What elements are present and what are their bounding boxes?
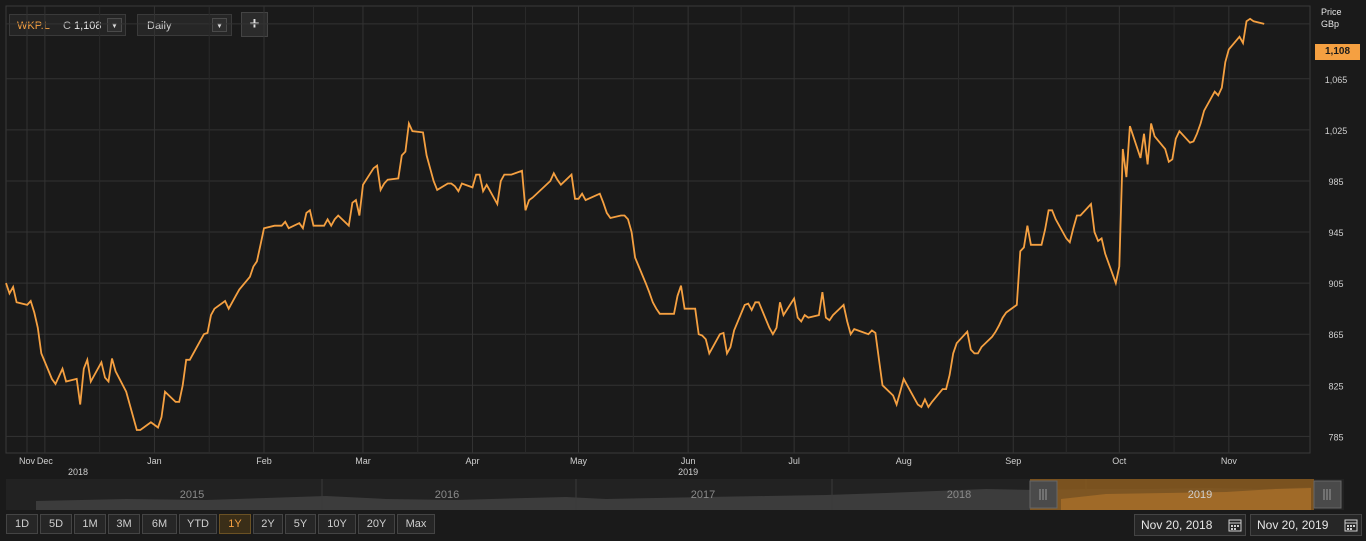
- close-prefix: C: [63, 20, 71, 32]
- y-axis: 785 825 865 905 945 985 1,025 1,065: [1325, 75, 1348, 443]
- close-value: 1,108: [74, 20, 102, 32]
- navigator-selection-area: [1061, 488, 1311, 510]
- x-tick-label: Aug: [896, 456, 912, 466]
- x-tick-label: Mar: [355, 456, 371, 466]
- plot-frame: [5, 5, 1311, 454]
- symbol-label: WKP.L: [17, 20, 50, 32]
- y-tick-label: 865: [1328, 330, 1343, 340]
- handle-grip-icon: [1039, 489, 1331, 500]
- range-selector: 1D 5D 1M 3M 6M YTD 1Y 2Y 5Y 10Y 20Y Max: [0, 514, 1366, 536]
- range-button-10y[interactable]: 10Y: [318, 514, 356, 534]
- range-button-ytd[interactable]: YTD: [179, 514, 217, 534]
- navigator-year-label: 2018: [947, 489, 971, 501]
- start-date-value: Nov 20, 2018: [1141, 518, 1213, 532]
- current-price-tag: 1,108: [1315, 44, 1360, 60]
- navigator-year-label: 2016: [435, 489, 459, 501]
- range-button-3m[interactable]: 3M: [108, 514, 140, 534]
- y-tick-label: 985: [1328, 177, 1343, 187]
- y-axis-title: Price: [1321, 7, 1342, 17]
- y-tick-label: 945: [1328, 228, 1343, 238]
- range-button-5d[interactable]: 5D: [40, 514, 72, 534]
- x-tick-label: Apr: [466, 456, 480, 466]
- start-date-field[interactable]: Nov 20, 2018: [1134, 514, 1246, 536]
- interval-select[interactable]: Daily ▼: [137, 14, 232, 36]
- range-button-6m[interactable]: 6M: [142, 514, 177, 534]
- price-series-line: [5, 17, 1265, 431]
- end-date-field[interactable]: Nov 20, 2019: [1250, 514, 1362, 536]
- navigator-year-label: 2017: [691, 489, 715, 501]
- y-tick-label: 905: [1328, 279, 1343, 289]
- x-tick-label: Feb: [256, 456, 272, 466]
- navigator-overview: 2015 2016 2017 2018 2019: [36, 479, 1342, 510]
- range-button-max[interactable]: Max: [397, 514, 435, 534]
- x-tick-label: Nov: [1221, 456, 1238, 466]
- x-tick-label: Jul: [788, 456, 800, 466]
- navigator-left-handle[interactable]: [1029, 480, 1058, 509]
- chevron-down-icon[interactable]: ▼: [107, 18, 122, 32]
- end-date-value: Nov 20, 2019: [1257, 518, 1329, 532]
- y-tick-label: 1,065: [1325, 75, 1348, 85]
- x-tick-label: Sep: [1005, 456, 1021, 466]
- y-tick-label: 825: [1328, 381, 1343, 391]
- chart-toolbar: WKP.L C 1,108 ▼ Daily ▼ +: [0, 0, 1366, 44]
- y-axis-unit: GBp: [1321, 19, 1340, 29]
- interval-label: Daily: [147, 20, 172, 32]
- navigator-year-label: 2019: [1188, 489, 1212, 501]
- range-button-1d[interactable]: 1D: [6, 514, 38, 534]
- x-tick-label: Jun: [681, 456, 696, 466]
- range-button-1m[interactable]: 1M: [74, 514, 106, 534]
- range-button-5y[interactable]: 5Y: [285, 514, 316, 534]
- x-tick-year-label: 2018: [68, 467, 88, 477]
- y-axis-header: Price GBp: [1321, 6, 1342, 30]
- calendar-icon[interactable]: [1228, 518, 1242, 532]
- x-tick-label: Dec: [37, 456, 54, 466]
- chart-grid: [5, 5, 1311, 454]
- calendar-icon[interactable]: [1344, 518, 1358, 532]
- x-tick-label: May: [570, 456, 588, 466]
- symbol-selector[interactable]: WKP.L C 1,108 ▼: [9, 14, 126, 36]
- range-button-2y[interactable]: 2Y: [253, 514, 283, 534]
- navigator-area: [36, 487, 1311, 510]
- y-tick-label: 785: [1328, 432, 1343, 442]
- x-tick-label: Nov: [19, 456, 36, 466]
- navigator-year-label: 2015: [180, 489, 204, 501]
- y-tick-label: 1,025: [1325, 126, 1348, 136]
- x-tick-year-label: 2019: [678, 467, 698, 477]
- range-button-20y[interactable]: 20Y: [358, 514, 395, 534]
- x-tick-label: Oct: [1112, 456, 1127, 466]
- chevron-down-icon[interactable]: ▼: [212, 18, 227, 32]
- range-button-1y[interactable]: 1Y: [219, 514, 251, 534]
- navigator[interactable]: 2015 2016 2017 2018 2019: [6, 479, 1344, 510]
- x-tick-label: Jan: [147, 456, 162, 466]
